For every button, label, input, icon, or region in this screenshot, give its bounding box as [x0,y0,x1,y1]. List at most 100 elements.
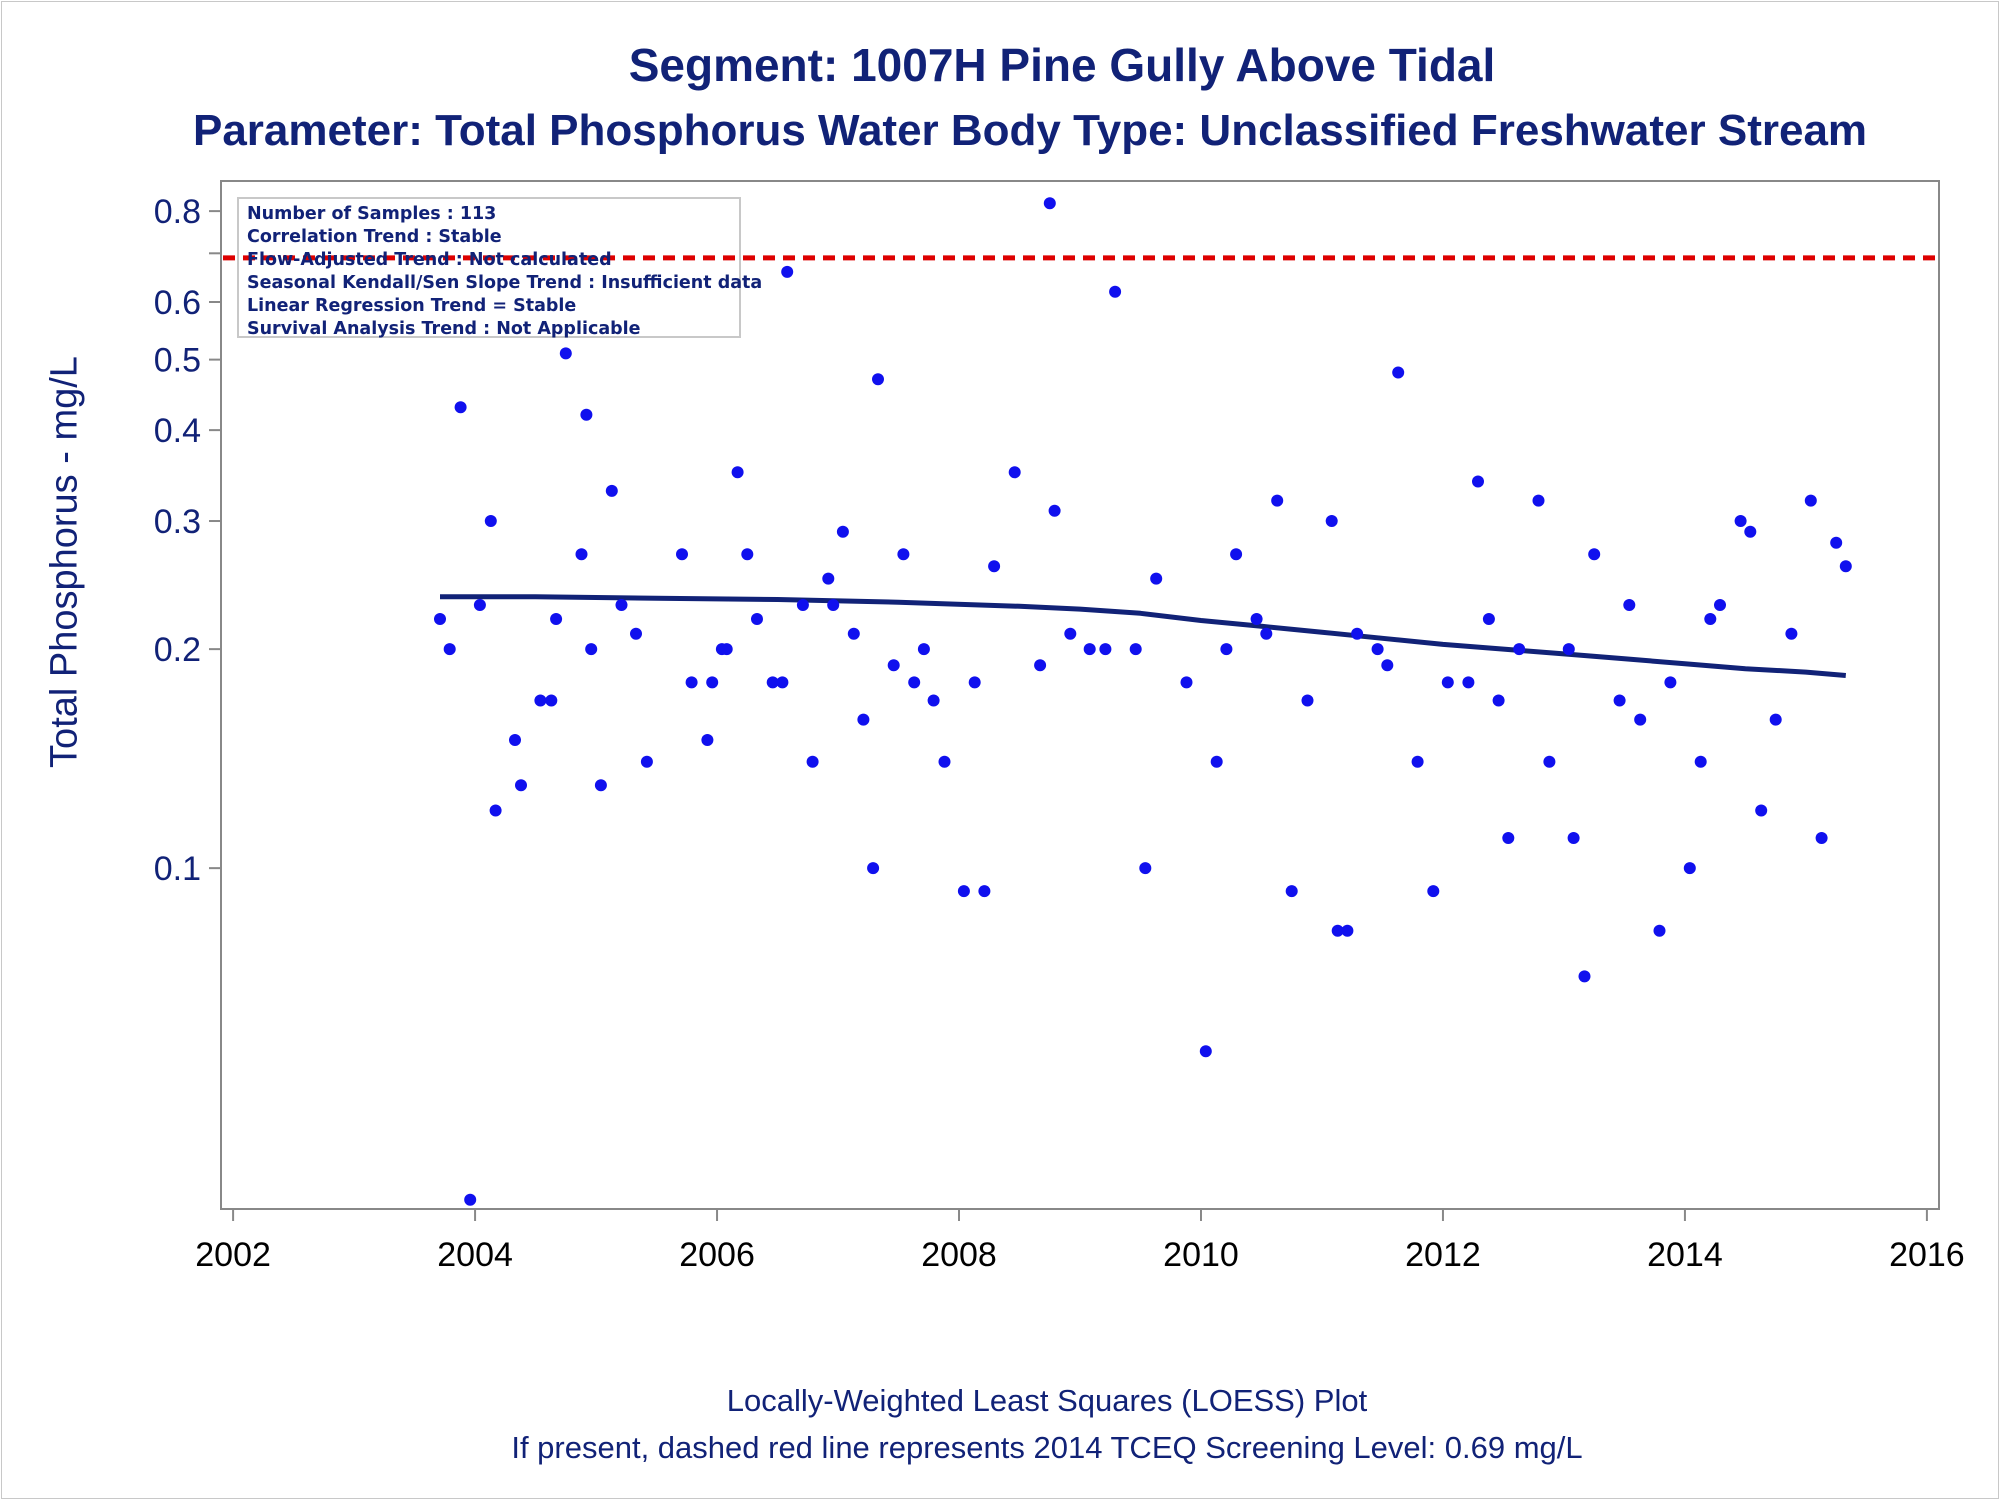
data-point [968,676,981,689]
data-point [509,734,521,746]
data-point [515,779,527,792]
data-point [575,548,588,561]
statistics-info-box: Number of Samples : 113 Correlation Tren… [237,197,763,339]
data-point [1653,924,1666,937]
data-point [1381,659,1394,672]
data-point [938,755,951,768]
y-tick-label: 0.1 [154,850,201,888]
data-point [1482,613,1495,625]
data-point [766,676,779,689]
data-point [454,401,467,414]
y-tick-label: 0.6 [154,284,201,322]
data-point [685,676,698,689]
info-line: Linear Regression Trend = Stable [247,296,577,316]
data-point [701,734,714,746]
data-point [1492,694,1505,707]
data-point [640,755,653,768]
data-point [676,548,688,561]
data-point [796,599,809,611]
data-point [615,599,628,611]
data-point [1785,627,1798,640]
data-point [836,525,849,538]
data-point [443,643,456,656]
data-point [1588,548,1601,561]
data-point [1210,755,1223,768]
data-point [1341,924,1354,937]
data-point [1008,466,1021,479]
info-line: Correlation Trend : Stable [247,227,502,247]
data-point [1099,643,1112,656]
x-tick-label: 2008 [921,1236,997,1274]
data-point [927,694,940,707]
data-point [630,627,642,640]
y-tick-label: 0.2 [154,631,201,669]
data-point [1271,494,1284,507]
data-point [550,613,563,625]
y-tick-label: 0.5 [154,342,201,380]
data-point [1260,627,1273,640]
data-point [1411,755,1424,768]
info-line: Seasonal Kendall/Sen Slope Trend : Insuf… [247,273,763,293]
data-point [1285,885,1298,898]
data-point [605,484,618,497]
data-point [580,408,593,421]
data-point [1199,1045,1212,1058]
data-point [1441,676,1454,689]
data-point [1150,572,1163,585]
data-point [1043,197,1056,210]
data-point [847,627,860,640]
y-tick-label: 0.3 [154,503,201,541]
footnote-method: Locally-Weighted Least Squares (LOESS) P… [726,1383,1368,1418]
data-point [594,779,607,792]
data-point [887,659,900,672]
data-point [781,265,794,278]
data-point [827,599,840,611]
data-point [1623,599,1636,611]
data-point [957,885,970,898]
data-point [1034,659,1047,672]
data-point [741,548,754,561]
x-tick-label: 2006 [679,1236,755,1274]
data-point [1301,694,1314,707]
data-point [473,599,486,611]
info-line: Survival Analysis Trend : Not Applicable [247,319,641,339]
x-tick-label: 2014 [1647,1236,1723,1274]
data-point [1613,694,1626,707]
data-point [1220,643,1233,656]
data-point [1714,599,1726,611]
data-point [1543,755,1556,768]
data-point [1325,515,1338,527]
loess-group [440,594,1847,678]
data-point [1769,713,1782,726]
data-point [1462,676,1475,689]
chart-title: Segment: 1007H Pine Gully Above Tidal [628,39,1496,91]
data-point [484,515,497,527]
data-point [751,613,763,625]
x-tick-label: 2010 [1163,1236,1239,1274]
data-point [1567,832,1580,844]
points-group [434,197,1852,1206]
data-point [534,694,547,707]
data-point [1180,676,1193,689]
data-point [720,643,733,656]
footnote-screening-level: If present, dashed red line represents 2… [511,1430,1583,1465]
x-tick-label: 2004 [437,1236,513,1274]
data-point [1427,885,1440,898]
data-point [917,643,930,656]
data-point [867,862,880,875]
data-point [1744,525,1757,538]
data-point [1109,285,1122,298]
data-point [776,676,789,689]
x-tick-label: 2016 [1889,1236,1965,1274]
data-point [585,643,598,656]
data-point [1371,643,1384,656]
data-point [897,548,910,561]
data-point [1830,536,1843,549]
data-point [1083,643,1096,656]
data-point [1502,832,1515,844]
data-point [434,613,446,625]
data-point [1472,475,1484,488]
data-point [1250,613,1263,625]
data-point [1634,713,1647,726]
